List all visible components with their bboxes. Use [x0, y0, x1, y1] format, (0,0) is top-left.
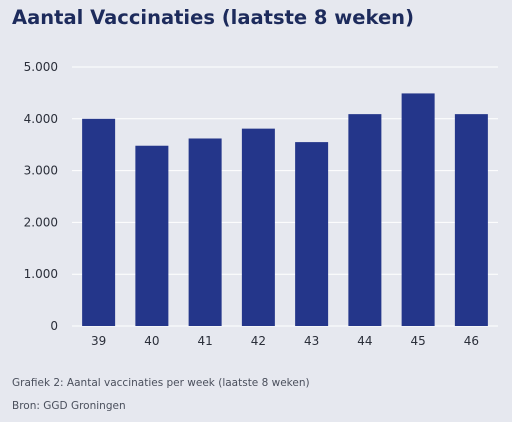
bar: [82, 118, 116, 326]
y-tick-label: 2.000: [24, 215, 58, 229]
y-tick-label: 3.000: [24, 164, 58, 178]
bar: [188, 138, 222, 326]
x-tick-label: 46: [464, 334, 479, 348]
x-tick-label: 41: [197, 334, 212, 348]
bars: [82, 93, 488, 326]
y-tick-label: 1.000: [24, 267, 58, 281]
y-tick-label: 4.000: [24, 112, 58, 126]
y-axis-ticks: 0 1.000 2.000 3.000 4.000 5.000: [24, 60, 58, 333]
x-tick-label: 45: [410, 334, 425, 348]
x-tick-label: 39: [91, 334, 106, 348]
bar: [454, 114, 488, 326]
chart-source: Bron: GGD Groningen: [12, 400, 126, 412]
x-tick-label: 43: [304, 334, 319, 348]
y-tick-label: 5.000: [24, 60, 58, 74]
x-tick-label: 42: [251, 334, 266, 348]
chart-title: Aantal Vaccinaties (laatste 8 weken): [12, 6, 414, 29]
chart-caption: Grafiek 2: Aantal vaccinaties per week (…: [12, 377, 310, 389]
x-axis-ticks: 39 40 41 42 43 44 45 46: [91, 334, 479, 348]
bar: [348, 114, 382, 326]
bar: [241, 128, 275, 326]
bar: [135, 145, 169, 326]
bar: [401, 93, 435, 326]
x-tick-label: 44: [357, 334, 372, 348]
x-tick-label: 40: [144, 334, 159, 348]
y-tick-label: 0: [50, 319, 58, 333]
bar: [295, 142, 329, 326]
